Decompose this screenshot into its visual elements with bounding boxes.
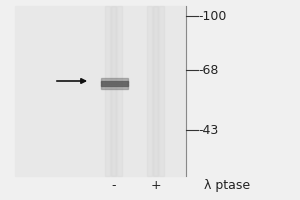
Text: -: - bbox=[112, 179, 116, 192]
Bar bbox=[100, 84, 127, 88]
Bar bbox=[147, 6, 152, 176]
Bar bbox=[117, 6, 122, 176]
Bar bbox=[105, 6, 110, 176]
Bar bbox=[15, 6, 186, 176]
Text: -100: -100 bbox=[198, 9, 226, 22]
Text: +: + bbox=[151, 179, 161, 192]
Bar bbox=[100, 78, 127, 82]
Text: λ ptase: λ ptase bbox=[204, 179, 250, 192]
Bar bbox=[153, 6, 158, 176]
Bar bbox=[159, 6, 164, 176]
Text: -43: -43 bbox=[198, 123, 218, 136]
Bar bbox=[111, 6, 116, 176]
Text: -68: -68 bbox=[198, 64, 218, 76]
Bar bbox=[100, 81, 127, 86]
